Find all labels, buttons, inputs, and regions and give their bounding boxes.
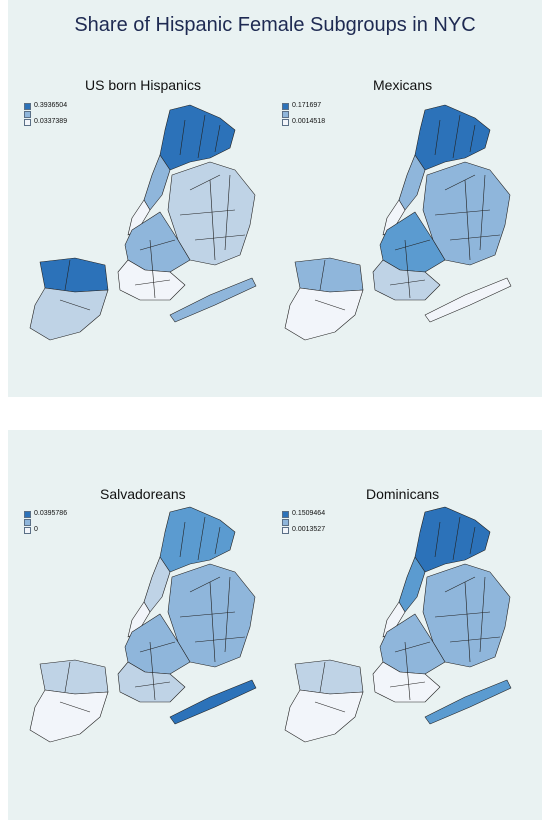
region-brooklyn-s [372,259,441,301]
district-boundary [59,701,91,713]
district-boundary [404,641,411,701]
district-boundary [197,516,206,561]
district-boundary [479,576,486,653]
legend-max: 0.171697 [292,102,322,109]
district-boundary [479,174,486,251]
district-boundary [434,521,441,558]
region-bronx [414,506,491,573]
figure-title: Share of Hispanic Female Subgroups in NY… [74,14,476,36]
district-boundary [64,661,71,693]
region-rockaway [424,679,512,725]
legend-min: 0 [34,526,38,533]
district-boundary [149,641,156,701]
district-boundary [319,661,326,693]
region-bronx [159,104,236,171]
legend-max: 0.0395786 [34,510,68,517]
district-boundary [389,681,426,688]
map-title-mexicans: Mexicans [373,77,433,93]
district-boundary [469,124,476,153]
district-boundary [134,279,171,286]
district-boundary [319,259,326,291]
district-boundary [179,521,186,558]
region-staten-n [39,659,109,695]
region-bronx [414,104,491,171]
district-boundary [197,114,206,159]
region-bronx [159,506,236,573]
region-rockaway [424,277,512,323]
district-boundary [404,239,411,299]
district-boundary [452,114,461,159]
district-boundary [194,234,246,241]
legend-min: 0.0337389 [34,118,68,125]
district-boundary [394,641,431,653]
district-boundary [209,179,216,261]
district-boundary [189,576,221,593]
district-boundary [464,179,471,261]
map-title-us-born: US born Hispanics [85,77,201,93]
region-queens [167,161,256,266]
district-boundary [314,299,346,311]
region-queens [167,563,256,668]
legend-min: 0.0014518 [292,118,326,125]
legend-dominicans: 0.1509464 0.0013527 [282,510,325,534]
choropleth-map-us-born [29,104,257,341]
district-boundary [469,526,476,555]
district-boundary [179,611,236,618]
district-boundary [224,174,231,251]
map-title-dominicans: Dominicans [366,486,440,502]
legend-min: 0.0013527 [292,526,326,533]
region-staten-s [29,287,109,341]
region-brooklyn-s [117,259,186,301]
region-staten-s [29,689,109,743]
district-boundary [434,209,491,216]
district-boundary [134,681,171,688]
legend-salvadoreans: 0.0395786 0 [24,510,67,534]
region-staten-n [294,659,364,695]
legend-max: 0.1509464 [292,510,326,517]
district-boundary [59,299,91,311]
region-staten-s [284,287,364,341]
district-boundary [139,641,176,653]
choropleth-map-dominicans [284,506,512,743]
region-staten-n [39,257,109,293]
district-boundary [179,209,236,216]
region-rockaway [169,679,257,725]
district-boundary [389,279,426,286]
map-title-salvadoreans: Salvadoreans [100,486,186,502]
district-boundary [179,119,186,156]
district-boundary [214,526,221,555]
district-boundary [452,516,461,561]
district-boundary [434,119,441,156]
legend-max: 0.3936504 [34,102,68,109]
choropleth-map-mexicans [284,104,512,341]
district-boundary [444,174,476,191]
region-queens [422,161,511,266]
district-boundary [449,234,501,241]
district-boundary [444,576,476,593]
region-rockaway [169,277,257,323]
district-boundary [449,636,501,643]
district-boundary [434,611,491,618]
district-boundary [214,124,221,153]
district-boundary [314,701,346,713]
district-boundary [64,259,71,291]
region-brooklyn-s [372,661,441,703]
district-boundary [394,239,431,251]
district-boundary [189,174,221,191]
legend-mexicans: 0.171697 0.0014518 [282,102,325,126]
district-boundary [194,636,246,643]
region-brooklyn-s [117,661,186,703]
region-staten-n [294,257,364,293]
district-boundary [464,581,471,663]
district-boundary [224,576,231,653]
region-staten-s [284,689,364,743]
region-queens [422,563,511,668]
choropleth-map-salvadoreans [29,506,257,743]
legend-us-born: 0.3936504 0.0337389 [24,102,67,126]
district-boundary [209,581,216,663]
district-boundary [139,239,176,251]
district-boundary [149,239,156,299]
